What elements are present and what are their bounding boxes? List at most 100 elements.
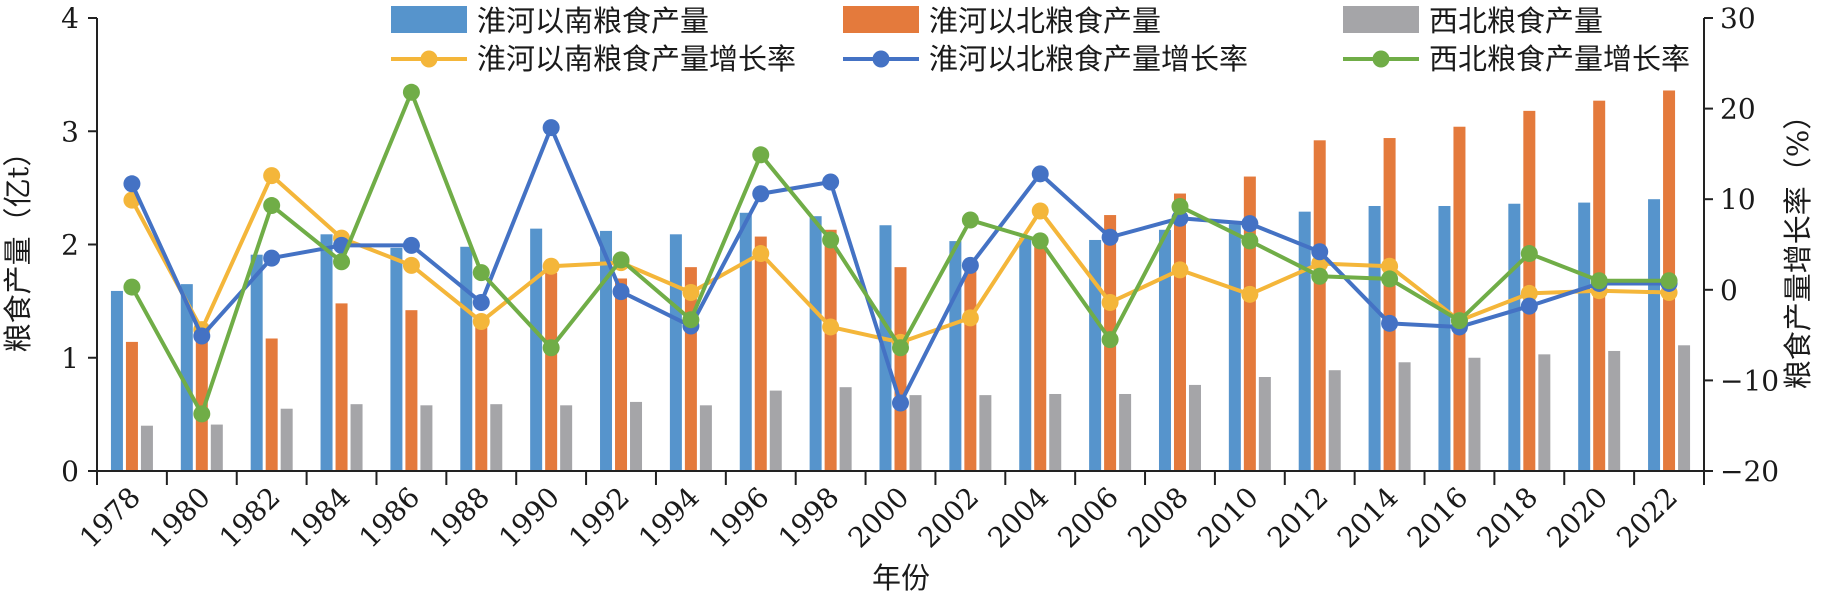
right-tick-label: −10 [1720,364,1779,397]
point-1-2012 [1311,243,1329,261]
bar-1-1978 [125,341,138,471]
bar-1-1986 [405,310,418,471]
right-tick-label: 0 [1720,274,1738,307]
point-0-2002 [961,309,979,327]
legend-label: 西北粮食产量 [1429,4,1603,38]
bar-0-2006 [1089,239,1102,471]
point-0-2010 [1241,285,1259,303]
point-2-1982 [263,197,281,215]
bar-2-1990 [560,405,573,471]
legend-label: 西北粮食产量增长率 [1429,42,1690,76]
bar-2-2004 [1049,393,1062,471]
bar-0-1982 [250,254,263,471]
x-tick-label: 1984 [283,481,357,555]
legend-label: 淮河以北粮食产量增长率 [929,42,1248,76]
point-2-2000 [892,339,909,357]
x-tick-label: 1988 [423,481,497,555]
bar-2-2006 [1119,393,1132,471]
bar-2-2002 [979,395,992,471]
point-0-2018 [1520,284,1538,302]
point-2-2006 [1101,331,1119,349]
point-0-1982 [263,167,281,185]
point-1-1986 [402,236,420,254]
bar-0-1990 [530,228,543,471]
point-1-2000 [892,394,909,412]
point-2-2020 [1590,272,1608,290]
x-tick-label: 1980 [143,481,217,555]
point-0-1998 [822,318,840,336]
point-1-1992 [612,283,630,301]
x-axis-title: 年份 [872,561,930,595]
bar-1-1988 [475,318,488,471]
x-tick-label: 2008 [1121,481,1195,555]
bars-layer [110,90,1691,472]
bar-2-2014 [1398,362,1411,471]
point-1-2004 [1031,165,1049,183]
point-1-1990 [542,119,560,137]
point-2-2014 [1381,270,1399,288]
point-2-1996 [752,146,770,164]
bar-2-1980 [210,424,223,471]
point-1-1988 [472,293,490,311]
point-2-2016 [1450,312,1468,330]
x-tick-label: 2004 [981,481,1055,555]
point-2-1978 [123,278,141,296]
x-tick-label: 1982 [213,481,287,555]
legend-swatch-marker-0 [420,50,438,68]
bar-0-2022 [1648,199,1661,471]
point-0-1988 [472,313,490,331]
point-2-1990 [542,339,560,357]
point-2-1988 [472,264,490,282]
point-2-1992 [612,251,630,269]
bar-0-1994 [669,234,682,471]
point-0-2012 [1311,255,1329,273]
bar-2-2018 [1538,354,1551,471]
bar-2-1992 [630,401,643,471]
point-2-2002 [961,211,979,229]
legend-swatch-marker-2 [1372,50,1390,68]
bar-0-1984 [320,234,333,471]
right-tick-label: −20 [1720,455,1779,488]
bar-0-2002 [949,241,962,471]
bar-1-1984 [335,303,348,471]
x-tick-label: 2016 [1401,481,1475,555]
bar-1-1982 [265,338,278,471]
point-1-1980 [193,327,211,345]
legend-swatch-bar-2 [1343,6,1419,33]
bar-0-1998 [809,216,822,471]
right-axis-title: 粮食产量增长率（%） [1781,101,1815,390]
bar-2-1986 [420,405,433,471]
legend-swatch-bar-1 [843,6,919,33]
x-tick-label: 1994 [632,481,706,555]
bar-2-2010 [1258,377,1271,471]
point-2-2018 [1520,245,1538,263]
bar-0-2000 [879,225,892,471]
x-tick-label: 2018 [1471,481,1545,555]
right-tick-label: 10 [1720,183,1756,216]
legend-swatch-bar-0 [391,6,467,33]
bar-2-2008 [1188,384,1201,471]
x-tick-label: 2010 [1191,481,1265,555]
bar-2-2020 [1608,350,1621,471]
point-1-1982 [263,249,281,267]
legend-label: 淮河以南粮食产量 [477,4,709,38]
point-1-2014 [1381,314,1399,332]
bar-0-1978 [110,290,123,471]
bar-2-1978 [140,425,153,471]
point-1-1996 [752,185,770,203]
point-2-2012 [1311,267,1329,285]
point-1-2002 [961,256,979,274]
point-2-2022 [1660,272,1678,290]
bar-2-2000 [909,395,922,471]
bar-0-2004 [1019,237,1032,471]
x-tick-label: 1996 [702,481,776,555]
lines-layer [123,83,1678,423]
x-tick-label: 1990 [492,481,566,555]
left-tick-label: 0 [61,455,79,488]
bar-2-1982 [280,408,293,471]
bar-1-2010 [1243,176,1256,472]
point-2-2008 [1171,197,1189,215]
bar-2-2012 [1328,370,1341,471]
axes-layer: 01234−20−1001020301978198019821984198619… [61,2,1779,554]
bar-1-1990 [545,272,558,471]
